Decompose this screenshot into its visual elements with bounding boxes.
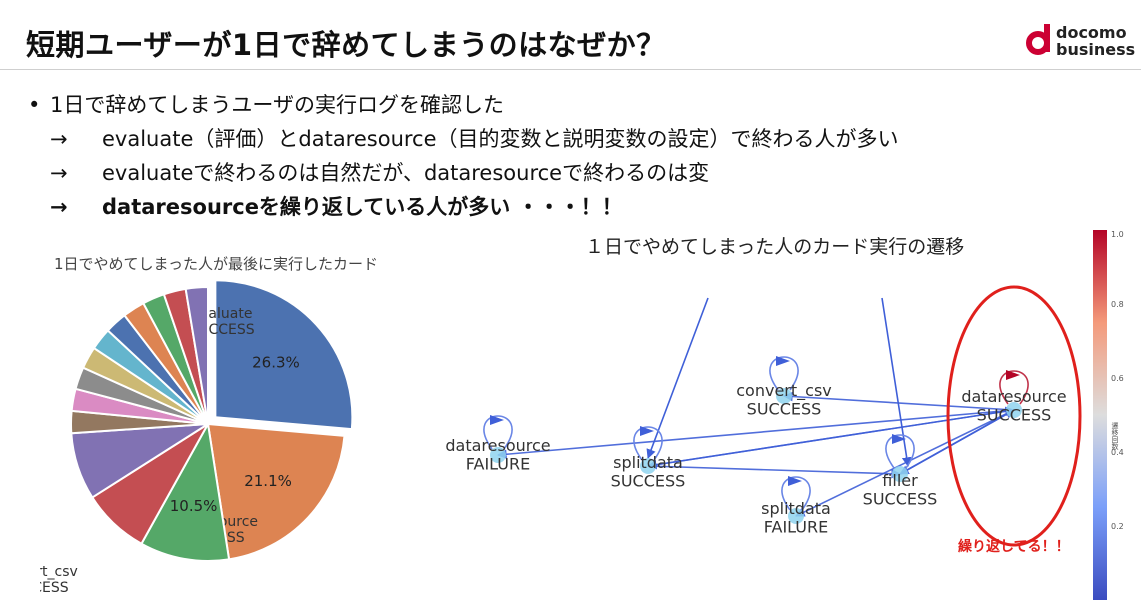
graph-node-label: splitdata SUCCESS <box>611 453 686 490</box>
highlight-ellipse <box>946 285 1082 547</box>
colorbar-ticks: 0.2 0.4 0.6 0.8 1.0 <box>1111 230 1124 531</box>
self-loop-arrow <box>1006 370 1020 380</box>
pie-percent-label: 26.3% <box>252 354 300 372</box>
self-loop <box>633 426 663 461</box>
colorbar-tick: 0.4 <box>1111 448 1124 457</box>
bullet-text: dataresourceを繰り返している人が多い ・・・！！ <box>102 195 623 219</box>
graph-node-label: splitdata FAILURE <box>761 499 831 536</box>
self-loop <box>999 370 1029 405</box>
pie-percent-label: 21.1% <box>244 472 292 490</box>
pie-slice <box>184 285 209 425</box>
graph-edge <box>899 409 1015 475</box>
graph-node-label: dataresource FAILURE <box>445 436 550 473</box>
graph-edge <box>646 297 709 459</box>
arrow-marker: → <box>50 161 68 185</box>
self-loop <box>885 434 915 469</box>
pie-chart-title: 1日でやめてしまった人が最後に実行したカード <box>54 255 378 273</box>
transition-graph: dataresource SUCCESS convert_csv SUCCESSdat… <box>445 230 1124 600</box>
pie-slice <box>140 420 231 562</box>
pie-slice <box>206 422 346 561</box>
logo-line-2: business <box>1056 40 1136 59</box>
self-loop <box>781 476 811 511</box>
arrow-marker: → <box>50 127 68 151</box>
pie-chart: 26.3%evaluateSUCCESS21.1%dataresourceSUC… <box>40 279 354 596</box>
self-loop <box>769 356 799 391</box>
graph-title: １日でやめてしまった人のカード実行の遷移 <box>585 236 965 258</box>
graph-edges <box>497 297 1015 517</box>
arrow-marker: → <box>50 195 68 219</box>
graph-node <box>776 388 792 404</box>
graph-node <box>788 508 804 524</box>
docomo-business-logo: docomo business <box>1026 18 1135 62</box>
bullet-text: evaluate（評価）とdataresource（目的変数と説明変数の設定）で… <box>102 127 899 151</box>
colorbar-label: 遷移回数 <box>1111 422 1119 450</box>
pie-percent-label: 10.5% <box>170 497 218 515</box>
colorbar-tick: 0.2 <box>1111 522 1124 531</box>
logo-text: docomo business <box>1056 24 1135 58</box>
graph-edge <box>647 465 901 479</box>
repeat-annotation: 繰り返してる！！ <box>958 539 1070 555</box>
self-loop <box>483 415 513 450</box>
self-loop-arrow <box>640 426 654 436</box>
graph-node <box>892 466 908 482</box>
self-loop-arrow <box>892 434 906 444</box>
graph-node <box>490 447 506 463</box>
title-divider <box>0 69 1141 70</box>
graph-edge <box>795 409 1015 517</box>
bullet-item: → evaluate（評価）とdataresource（目的変数と説明変数の設定）… <box>28 122 899 156</box>
graph-nodes: dataresource SUCCESS convert_csv SUCCESSdat… <box>445 381 1066 536</box>
colorbar <box>1093 230 1107 600</box>
graph-node <box>1006 402 1022 418</box>
graph-edge <box>497 409 1015 460</box>
colorbar-tick: 0.6 <box>1111 374 1124 383</box>
graph-node <box>640 458 656 474</box>
graph-edge <box>783 391 1015 411</box>
docomo-logo-icon <box>1026 24 1050 55</box>
graph-node-label: dataresource SUCCESS <box>961 387 1066 424</box>
bullet-item: → evaluateで終わるのは自然だが、dataresourceで終わるのは変 <box>28 156 899 190</box>
bullet-text: evaluateで終わるのは自然だが、dataresourceで終わるのは変 <box>102 161 710 185</box>
bullet-marker: • <box>28 93 41 117</box>
graph-edge <box>881 297 912 467</box>
bullet-item: • 1日で辞めてしまうユーザの実行ログを確認した <box>28 88 899 122</box>
graph-node-label: filler SUCCESS <box>863 471 938 508</box>
self-loop-arrow <box>490 415 504 425</box>
bullet-list: • 1日で辞めてしまうユーザの実行ログを確認した → evaluate（評価）とda… <box>28 88 899 224</box>
colorbar-tick: 1.0 <box>1111 230 1124 239</box>
colorbar-tick: 0.8 <box>1111 300 1124 309</box>
slide-title: 短期ユーザーが1日で辞めてしまうのはなぜか？ <box>26 28 666 62</box>
graph-self-loops <box>483 356 1029 511</box>
graph-node-label: convert_csv SUCCESS <box>736 381 832 418</box>
self-loop-arrow <box>788 476 802 486</box>
pie-slice <box>214 279 354 431</box>
graph-edge <box>647 406 1015 467</box>
self-loop-arrow <box>776 356 790 366</box>
logo-line-1: docomo <box>1056 23 1127 42</box>
bullet-text: 1日で辞めてしまうユーザの実行ログを確認した <box>50 93 504 117</box>
bullet-item-emphasis: → dataresourceを繰り返している人が多い ・・・！！ <box>28 190 899 224</box>
